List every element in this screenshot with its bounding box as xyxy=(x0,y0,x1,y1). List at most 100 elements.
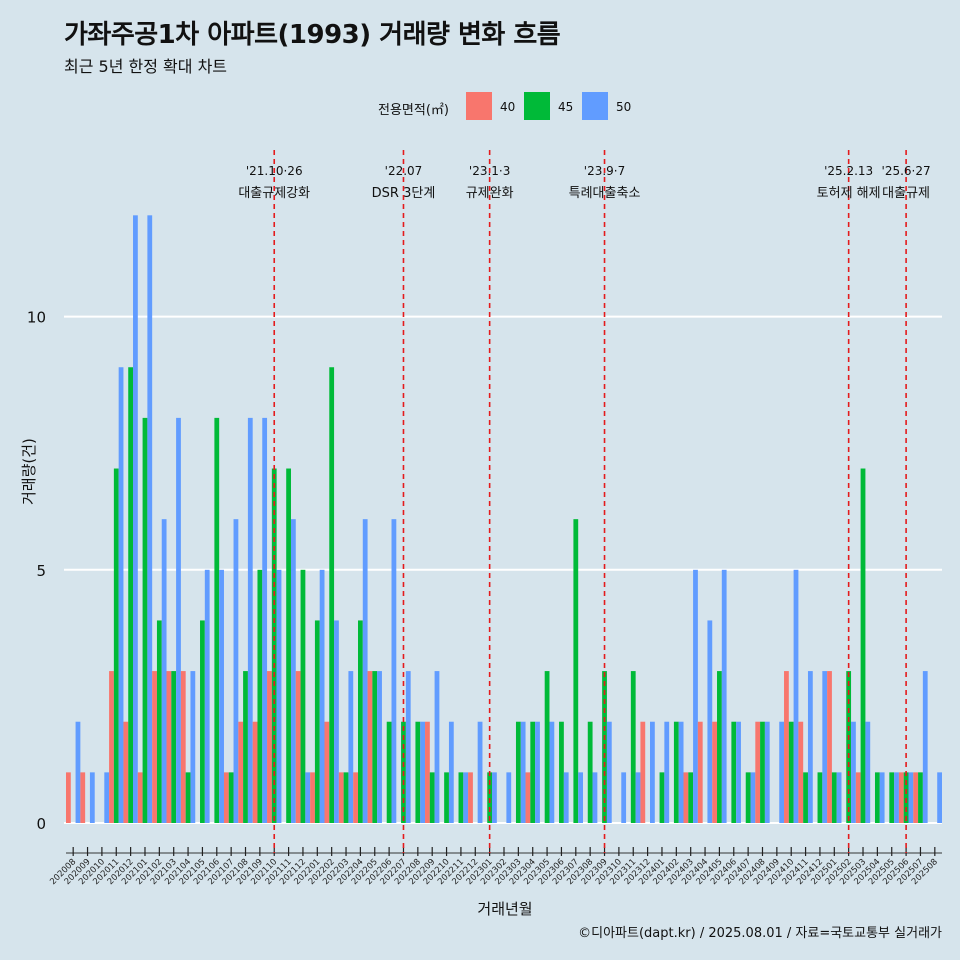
bar xyxy=(764,721,770,823)
bar xyxy=(640,721,646,823)
bar xyxy=(520,721,526,823)
bar xyxy=(559,721,564,823)
bar xyxy=(683,772,689,823)
bar xyxy=(75,721,81,823)
bar xyxy=(362,519,368,823)
bar xyxy=(223,772,229,823)
bar xyxy=(865,721,871,823)
legend-label-45: 45 xyxy=(558,100,574,114)
bar xyxy=(678,721,684,823)
bar xyxy=(592,772,598,823)
bar xyxy=(712,721,718,823)
bar xyxy=(444,772,449,823)
event-date-label: '22.07 xyxy=(385,164,423,178)
bar xyxy=(214,417,220,823)
bar xyxy=(817,772,823,823)
bar xyxy=(903,772,909,823)
event-date-label: '23.9·7 xyxy=(584,164,625,178)
legend-key-50 xyxy=(582,92,608,120)
y-tick-label: 5 xyxy=(36,562,46,580)
bar xyxy=(305,772,311,823)
bar xyxy=(630,671,636,823)
bar xyxy=(137,772,143,823)
bar xyxy=(448,721,454,823)
event-label: 대출규제강화 xyxy=(238,186,310,201)
bar xyxy=(458,772,464,823)
bar xyxy=(219,569,224,823)
bar xyxy=(118,367,124,823)
bar xyxy=(372,671,378,823)
bar xyxy=(798,721,804,823)
bar xyxy=(66,772,71,823)
x-axis-label: 거래년월 xyxy=(477,900,533,918)
event-date-label: '25.2.13 xyxy=(824,164,873,178)
bar xyxy=(343,772,349,823)
bar xyxy=(176,417,181,823)
event-label: 대출규제 xyxy=(882,186,930,201)
bar xyxy=(755,721,761,823)
bar xyxy=(544,671,550,823)
bar xyxy=(166,671,172,823)
source-caption: ©디아파트(dapt.kr) / 2025.08.01 / 자료=국토교통부 실… xyxy=(578,926,942,941)
bar xyxy=(779,721,785,823)
bar xyxy=(233,519,239,823)
bar xyxy=(831,772,837,823)
legend-label-40: 40 xyxy=(500,100,516,114)
bar xyxy=(635,772,641,823)
bar xyxy=(688,772,694,823)
event-date-label: '23.1·3 xyxy=(469,164,510,178)
bar xyxy=(836,772,842,823)
bar xyxy=(525,772,531,823)
bar xyxy=(515,721,521,823)
bar xyxy=(286,468,291,823)
bar xyxy=(252,721,258,823)
legend-label-50: 50 xyxy=(616,100,632,114)
bar xyxy=(717,671,722,823)
bar xyxy=(731,721,737,823)
legend-key-40 xyxy=(466,92,492,120)
bar xyxy=(477,721,483,823)
bar xyxy=(659,772,665,823)
bar xyxy=(314,620,320,823)
bar xyxy=(879,772,885,823)
bar xyxy=(425,721,430,823)
bar xyxy=(894,772,899,823)
event-label: 특례대출축소 xyxy=(569,186,641,201)
bar xyxy=(200,620,205,823)
bar xyxy=(784,671,789,823)
bar xyxy=(300,569,306,823)
bar xyxy=(788,721,794,823)
bar xyxy=(156,620,162,823)
bar xyxy=(587,721,593,823)
legend-title: 전용면적(㎡) xyxy=(378,103,449,118)
bar xyxy=(874,772,880,823)
bar xyxy=(142,417,148,823)
bar xyxy=(793,569,799,823)
bar xyxy=(822,671,828,823)
bar xyxy=(377,671,382,823)
bar xyxy=(123,721,129,823)
bar xyxy=(267,671,272,823)
event-date-label: '21.10·26 xyxy=(246,164,303,178)
bar xyxy=(367,671,373,823)
bar xyxy=(621,772,627,823)
bar xyxy=(549,721,555,823)
chart-title: 가좌주공1차 아파트(1993) 거래량 변화 흐름 xyxy=(64,20,561,50)
bar xyxy=(535,721,540,823)
bar xyxy=(171,671,177,823)
bar xyxy=(898,772,904,823)
bar xyxy=(851,721,856,823)
bar xyxy=(353,772,358,823)
event-label: 토허제 해제 xyxy=(817,186,881,201)
bar xyxy=(185,772,191,823)
bar xyxy=(319,569,325,823)
bar xyxy=(693,569,698,823)
bar xyxy=(415,721,421,823)
bar xyxy=(922,671,928,823)
bar xyxy=(358,620,363,823)
bar xyxy=(109,671,114,823)
bar xyxy=(807,671,813,823)
bar xyxy=(664,721,670,823)
y-axis-label: 거래량(건) xyxy=(20,438,38,505)
bar xyxy=(908,772,914,823)
